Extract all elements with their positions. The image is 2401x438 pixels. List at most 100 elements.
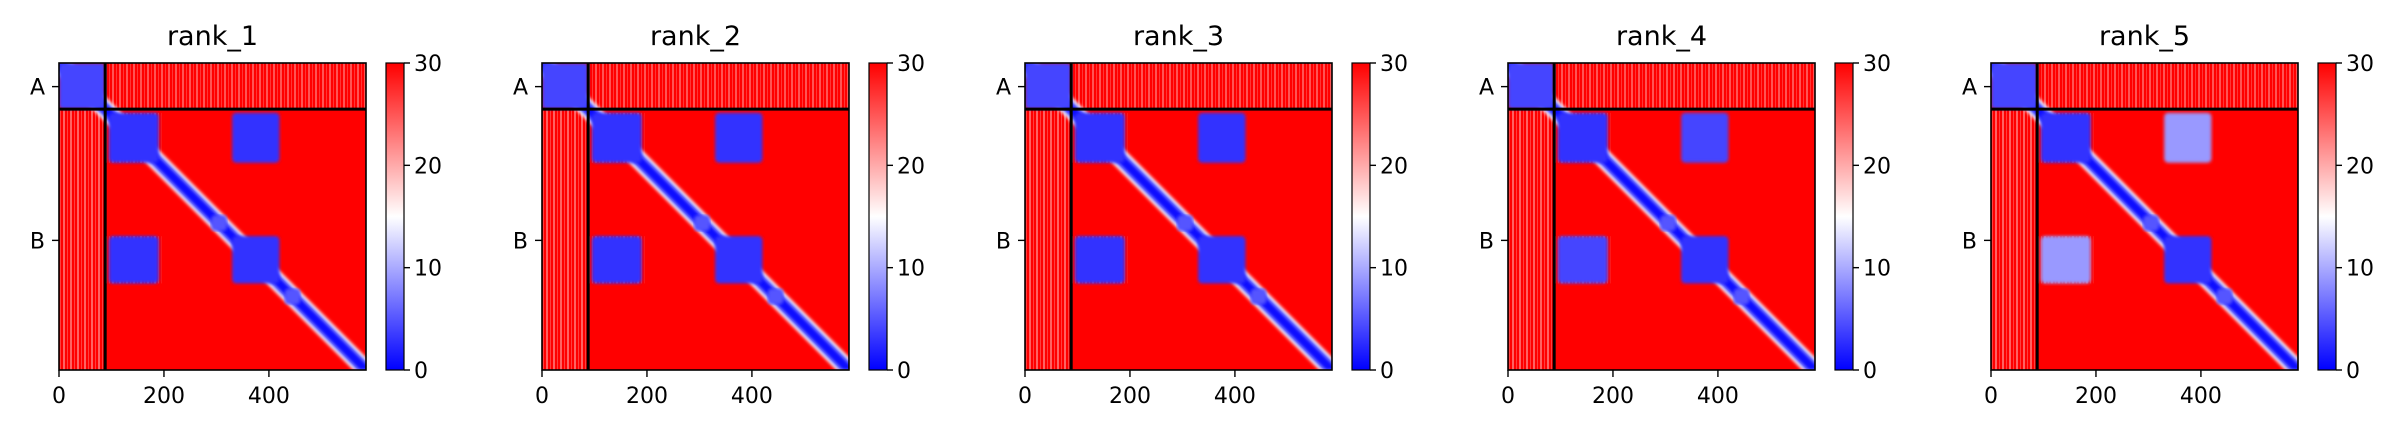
- heatmap-block: [2040, 112, 2091, 163]
- heatmap-block: [2164, 236, 2212, 284]
- heatmap-block: [591, 236, 642, 284]
- colorbar-tick-label: 20: [897, 154, 925, 179]
- y-tick-label: B: [1962, 229, 1977, 254]
- heatmap-block: [211, 215, 227, 231]
- x-tick-label: 400: [731, 384, 773, 409]
- colorbar-tick-label: 0: [1380, 359, 1394, 384]
- colorbar-tick-label: 30: [1863, 52, 1891, 77]
- axes-frame: [1024, 62, 1333, 371]
- striped-region: [542, 109, 589, 370]
- heatmap-block: [1074, 112, 1125, 163]
- axes-frame: [1507, 62, 1816, 371]
- y-tick-label: B: [30, 229, 45, 254]
- heatmap-block: [1557, 236, 1608, 284]
- heatmap-block: [1991, 63, 2038, 110]
- striped-region: [2037, 63, 2298, 110]
- colorbar-tick-label: 10: [897, 257, 925, 282]
- heatmap-block: [1508, 63, 1555, 110]
- heatmap-block: [715, 112, 763, 163]
- heatmap-block: [767, 288, 784, 305]
- y-tick-label: A: [1962, 76, 1977, 101]
- colorbar-tick-label: 30: [2346, 52, 2374, 77]
- heatmap-block: [542, 63, 589, 110]
- heatmap-block: [232, 112, 280, 163]
- heatmap-block: [715, 236, 763, 284]
- colorbar-tick-label: 30: [414, 52, 442, 77]
- heatmap-panel-2: rank_2 0 200 400 A B 0 10 20 30: [513, 21, 925, 409]
- x-tick-label: 200: [2075, 384, 2117, 409]
- x-tick-label: 400: [1697, 384, 1739, 409]
- striped-region: [1071, 63, 1332, 110]
- heatmap-block: [1681, 236, 1729, 284]
- heatmap-image: [1025, 63, 1332, 370]
- striped-region: [1554, 63, 1815, 110]
- heatmap-panel-5: rank_5 0 200 400 A B 0 10 20 30: [1962, 21, 2374, 409]
- heatmap-block: [1198, 112, 1246, 163]
- colorbar-frame: [868, 62, 888, 371]
- heatmap-image: [1508, 63, 1815, 370]
- heatmap-panel-3: rank_3 0 200 400 A B 0 10 20 30: [996, 21, 1408, 409]
- heatmap-block: [2164, 112, 2212, 163]
- heatmap-block: [1660, 215, 1676, 231]
- colorbar: [2318, 63, 2336, 370]
- y-tick-label: A: [513, 76, 528, 101]
- colorbar-tick-label: 0: [414, 359, 428, 384]
- x-tick-label: 200: [1109, 384, 1151, 409]
- striped-region: [105, 63, 366, 110]
- colorbar-tick-label: 10: [2346, 257, 2374, 282]
- heatmap-block: [1250, 288, 1267, 305]
- heatmap-block: [1198, 236, 1246, 284]
- colorbar-tick-label: 20: [414, 154, 442, 179]
- colorbar: [869, 63, 887, 370]
- heatmap-block: [284, 288, 301, 305]
- x-tick-label: 0: [52, 384, 66, 409]
- panel-title: rank_1: [167, 21, 258, 52]
- x-tick-label: 0: [1984, 384, 1998, 409]
- x-tick-label: 400: [2180, 384, 2222, 409]
- heatmap-block: [232, 236, 280, 284]
- y-tick-label: A: [1479, 76, 1494, 101]
- heatmap-block: [1681, 112, 1729, 163]
- striped-region: [59, 109, 106, 370]
- panel-title: rank_3: [1133, 21, 1224, 52]
- colorbar-tick-label: 10: [1863, 257, 1891, 282]
- heatmap-block: [108, 236, 159, 284]
- y-tick-label: A: [996, 76, 1011, 101]
- panel-title: rank_2: [650, 21, 741, 52]
- colorbar-frame: [1351, 62, 1371, 371]
- heatmap-block: [1177, 215, 1193, 231]
- heatmap-block: [2216, 288, 2233, 305]
- striped-region: [1991, 109, 2038, 370]
- x-tick-label: 400: [1214, 384, 1256, 409]
- heatmap-block: [1557, 112, 1608, 163]
- x-tick-label: 400: [248, 384, 290, 409]
- y-tick-label: A: [30, 76, 45, 101]
- colorbar: [1835, 63, 1853, 370]
- colorbar-frame: [2317, 62, 2337, 371]
- colorbar-tick-label: 10: [1380, 257, 1408, 282]
- colorbar-tick-label: 0: [897, 359, 911, 384]
- x-tick-label: 0: [1501, 384, 1515, 409]
- panel-title: rank_4: [1616, 21, 1707, 52]
- colorbar: [1352, 63, 1370, 370]
- heatmap-block: [1025, 63, 1072, 110]
- axes-frame: [1990, 62, 2299, 371]
- heatmap-block: [2040, 236, 2091, 284]
- heatmap-panel-1: rank_1 0 200 400 A B 0 10 20 30: [30, 21, 442, 409]
- colorbar-tick-label: 10: [414, 257, 442, 282]
- colorbar-tick-label: 0: [2346, 359, 2360, 384]
- striped-region: [1508, 109, 1555, 370]
- colorbar-tick-label: 30: [897, 52, 925, 77]
- colorbar-tick-label: 0: [1863, 359, 1877, 384]
- heatmap-block: [59, 63, 106, 110]
- heatmap-block: [1074, 236, 1125, 284]
- panel-title: rank_5: [2099, 21, 2190, 52]
- striped-region: [1025, 109, 1072, 370]
- colorbar-tick-label: 20: [1863, 154, 1891, 179]
- colorbar-tick-label: 20: [1380, 154, 1408, 179]
- axes-frame: [541, 62, 850, 371]
- x-tick-label: 0: [535, 384, 549, 409]
- heatmap-image: [1991, 63, 2298, 370]
- heatmap-image: [542, 63, 849, 370]
